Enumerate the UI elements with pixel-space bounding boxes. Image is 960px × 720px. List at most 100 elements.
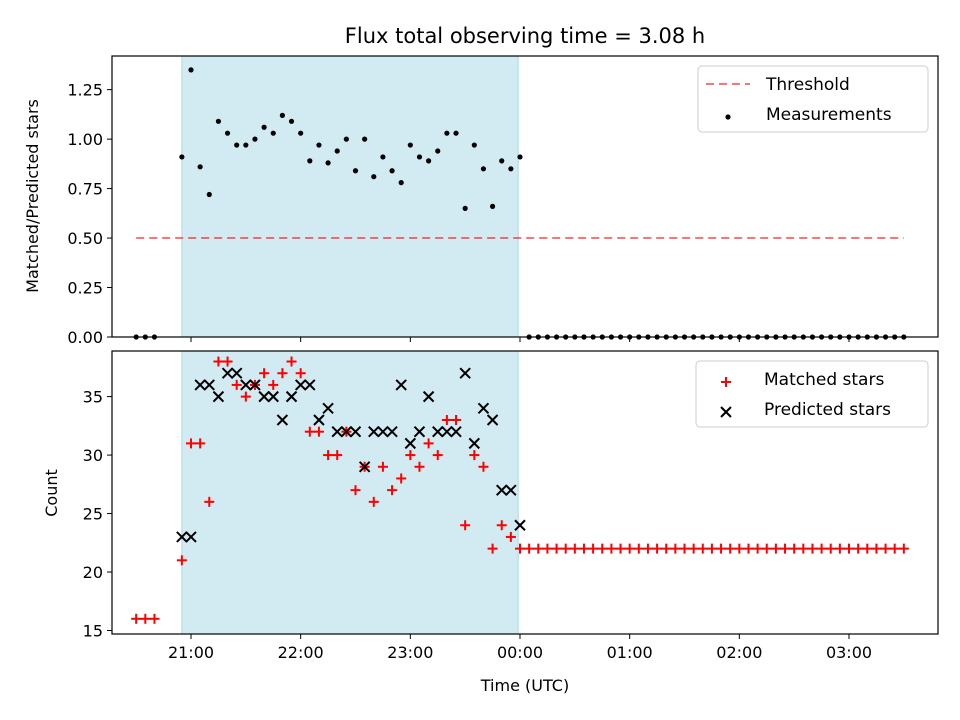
matched-star-point [770, 543, 781, 554]
predicted-marker-b [368, 425, 380, 438]
matched-star-point [268, 379, 279, 390]
matched-star-point [578, 543, 589, 554]
predicted-marker-b [386, 425, 398, 438]
predicted-marker-b [432, 425, 444, 438]
matched-star-point [213, 356, 224, 367]
matched-star-point [880, 543, 891, 554]
legend-count: Matched stars Predicted stars [695, 360, 929, 428]
predicted-star-point [304, 379, 316, 391]
predicted-star-point [203, 379, 215, 391]
matched-star-point [432, 450, 443, 461]
legend-label: Matched stars [764, 370, 884, 390]
matched-star-point [862, 543, 873, 554]
matched-star-point [743, 543, 754, 554]
matched-star-point [277, 368, 288, 379]
measurement-point [462, 205, 468, 211]
matched-star-point [350, 485, 361, 496]
matched-star-point [515, 543, 525, 554]
measurement-point [343, 136, 349, 142]
matched-star-point [853, 543, 864, 554]
predicted-marker-b [194, 379, 206, 391]
legend-label: Predicted stars [764, 400, 891, 420]
measurement-point [307, 158, 313, 164]
predicted-star-point [294, 379, 307, 391]
y-tick-label: 30 [83, 446, 103, 465]
legend-measurement-swatch [725, 114, 731, 120]
measurement-point [224, 130, 231, 136]
matched-star-point [323, 450, 334, 461]
matched-star-point [560, 543, 571, 554]
legend-box [697, 65, 929, 133]
matched-star-point [597, 543, 608, 554]
predicted-marker-b [313, 414, 325, 426]
y-tick-label: 0.25 [67, 279, 103, 298]
matched-star-point [487, 543, 498, 554]
predicted-marker-b [185, 531, 197, 543]
legend-predicted-b [720, 406, 732, 418]
predicted-marker-b [304, 379, 316, 391]
predicted-marker-b [203, 379, 215, 391]
measurement-point [188, 67, 194, 73]
matched-star-point [387, 485, 398, 496]
measurement-point [471, 142, 477, 148]
predicted-star-point [221, 367, 234, 379]
matched-star-point [186, 438, 196, 449]
legend-predicted-swatch [720, 406, 732, 418]
matched-star-point [414, 461, 425, 472]
matched-star-point [652, 543, 663, 554]
predicted-star-point [432, 425, 444, 438]
predicted-marker-b [349, 425, 362, 438]
measurement-point [197, 164, 203, 170]
matched-star-point [295, 368, 306, 379]
matched-star-point [423, 438, 434, 449]
predicted-marker-b [505, 484, 517, 496]
matched-star-point [588, 543, 599, 554]
matched-star-point [451, 414, 462, 425]
predicted-marker-b [249, 379, 261, 391]
legend-label: Threshold [765, 75, 850, 95]
legend-matched-swatch [721, 377, 731, 387]
measurement-point [270, 130, 276, 136]
predicted-marker-b [331, 425, 343, 438]
legend-box [695, 360, 929, 428]
matched-star-point [505, 531, 516, 542]
measurement-point [499, 158, 505, 164]
predicted-star-point [267, 390, 279, 403]
matched-star-point [606, 543, 617, 554]
measurement-point [316, 142, 322, 148]
predicted-star-point [249, 379, 261, 391]
matched-star-point [624, 543, 635, 554]
y-tick-label: 0.50 [67, 229, 103, 248]
predicted-marker-b [459, 367, 471, 379]
matched-star-point [204, 496, 215, 507]
predicted-star-point [194, 379, 206, 391]
predicted-marker-b [358, 461, 371, 473]
matched-star-point [798, 543, 809, 554]
matched-star-point [834, 543, 845, 554]
x-tick-label: 02:00 [716, 643, 762, 662]
predicted-marker-b [230, 367, 243, 379]
matched-star-point [259, 368, 270, 379]
matched-star-point [825, 543, 836, 554]
predicted-marker-b [486, 414, 499, 426]
predicted-star-point [368, 425, 380, 438]
measurement-point [407, 142, 413, 148]
measurement-point [215, 118, 222, 124]
observing-interval-shade [181, 350, 519, 635]
matched-star-point [524, 543, 535, 554]
matched-star-point [368, 496, 379, 507]
matched-star-point [697, 543, 708, 554]
measurement-point [389, 168, 395, 174]
predicted-star-point [377, 425, 389, 438]
predicted-marker-b [468, 437, 481, 450]
x-tick-label: 22:00 [278, 643, 324, 662]
predicted-star-point [258, 390, 270, 403]
matched-star-point [642, 543, 653, 554]
count-panel: 15 20 25 30 35 21:00 22:00 23:00 00:00 01:00 02:00… [83, 350, 939, 662]
matched-star-point [871, 543, 882, 554]
legend-ratio: Threshold Measurements [697, 65, 929, 133]
predicted-star-point [486, 414, 499, 426]
predicted-marker-b [294, 379, 307, 391]
predicted-marker-b [422, 390, 435, 403]
predicted-star-point [322, 402, 334, 415]
